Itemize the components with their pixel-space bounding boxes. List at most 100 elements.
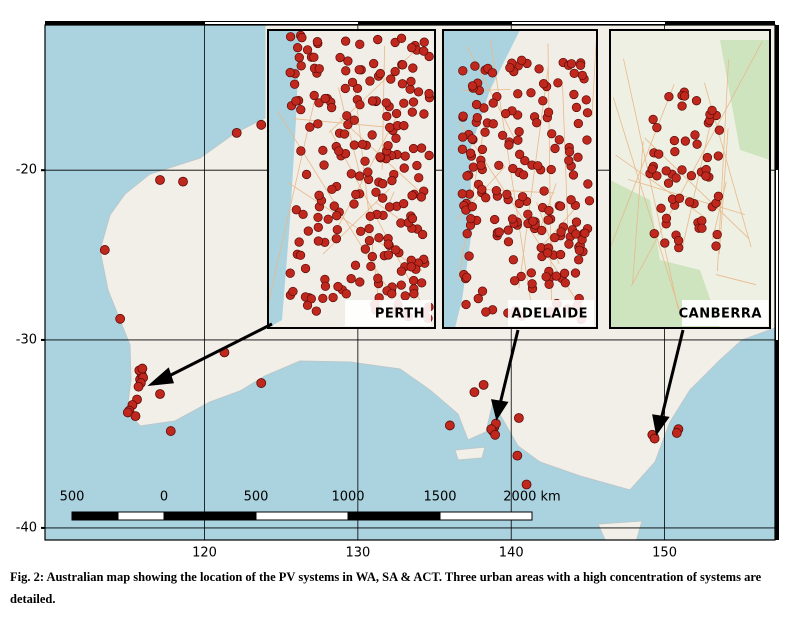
kangaroo-island: [454, 446, 486, 461]
inset-site: [458, 66, 468, 76]
inset-site: [457, 144, 468, 154]
inset-site: [556, 227, 566, 237]
pv-site: [256, 378, 267, 388]
inset-site: [391, 108, 402, 119]
inset-site: [477, 144, 488, 155]
inset-site: [314, 190, 324, 200]
inset-site: [398, 60, 408, 70]
inset-site: [416, 192, 427, 202]
inset-site: [652, 171, 662, 181]
inset-site: [507, 214, 518, 224]
inset-site: [669, 135, 680, 146]
inset-site: [383, 250, 394, 260]
inset-site: [407, 107, 417, 117]
inset-site: [714, 125, 725, 135]
inset-road: [612, 97, 684, 324]
scale-label: 500: [244, 490, 269, 505]
inset-site: [296, 61, 306, 71]
inset-site: [471, 99, 482, 110]
inset-frame: [267, 29, 436, 329]
inset-site: [537, 225, 547, 236]
inset-site: [327, 184, 337, 195]
inset-label: ADELAIDE: [511, 307, 588, 322]
inset-site: [566, 59, 577, 69]
inset-site: [352, 83, 363, 93]
inset-site: [566, 195, 576, 205]
inset-site: [291, 96, 301, 106]
inset-label-box: [682, 300, 768, 326]
inset-label-box: [345, 300, 431, 326]
inset-site: [516, 55, 527, 65]
arrow: [498, 329, 520, 405]
inset-site: [285, 67, 295, 78]
inset-site: [333, 281, 343, 292]
scale-label: 1500: [423, 490, 456, 505]
inset-site: [663, 178, 674, 188]
inset-site: [477, 286, 488, 296]
inset-site: [503, 225, 513, 235]
inset-site: [582, 108, 593, 118]
inset-site: [424, 150, 434, 161]
inset-site: [466, 213, 476, 224]
inset-site: [339, 129, 350, 139]
scale-label: 0: [160, 490, 168, 505]
inset: CANBERRA: [609, 29, 771, 329]
inset-site: [691, 96, 702, 106]
inset-site: [367, 251, 377, 262]
x-tick-label: 120: [192, 546, 217, 561]
inset-site: [712, 229, 722, 240]
inset-site: [647, 164, 657, 174]
inset-road: [591, 41, 597, 117]
inset-site: [288, 286, 298, 297]
inset-site: [569, 68, 579, 78]
inset-site: [680, 136, 691, 146]
inset-site: [564, 147, 575, 157]
inset-site: [467, 81, 478, 91]
inset-label: CANBERRA: [679, 307, 762, 322]
inset-site: [547, 129, 557, 139]
inset-site: [409, 289, 419, 299]
inset-site: [293, 43, 303, 53]
inset-site: [573, 118, 583, 129]
inset-site: [508, 255, 519, 265]
frame-band: [205, 22, 358, 24]
inset-site: [539, 186, 549, 196]
inset-site: [364, 223, 374, 234]
inset-site: [652, 122, 662, 133]
inset-site: [318, 293, 328, 304]
inset-site: [367, 130, 377, 140]
inset-site: [354, 171, 365, 181]
map-figure: PERTH ADELAIDE CANBERRA 500 0 500 1000 1500 200…: [16, 21, 779, 561]
pv-site: [490, 429, 501, 440]
pv-site: [478, 379, 489, 390]
inset-site: [355, 100, 365, 110]
inset-site: [399, 98, 409, 108]
inset-site: [671, 173, 681, 183]
inset-site: [312, 37, 323, 47]
inset-site: [302, 45, 313, 55]
inset-site: [323, 214, 333, 224]
inset-site: [527, 279, 537, 289]
inset-site: [661, 213, 672, 223]
inset-site: [538, 96, 548, 106]
pv-site: [469, 387, 480, 398]
inset-site: [472, 112, 482, 123]
inset-site: [684, 197, 695, 207]
inset-site: [574, 245, 585, 255]
frame-band: [512, 22, 665, 24]
inset-site: [559, 268, 570, 278]
inset-site: [575, 60, 586, 71]
inset-site: [291, 205, 302, 215]
inset-site: [412, 160, 422, 171]
inset-site: [374, 233, 384, 243]
inset-site: [513, 89, 523, 99]
inset-site: [343, 56, 353, 66]
inset-site: [302, 300, 313, 311]
x-tick-label: 130: [345, 546, 370, 561]
inset-site: [555, 201, 566, 211]
inset-site: [534, 64, 544, 74]
inset-site: [331, 234, 342, 244]
inset-site: [373, 273, 383, 283]
inset-site: [564, 155, 574, 166]
y-tick-label: -40: [16, 520, 37, 535]
